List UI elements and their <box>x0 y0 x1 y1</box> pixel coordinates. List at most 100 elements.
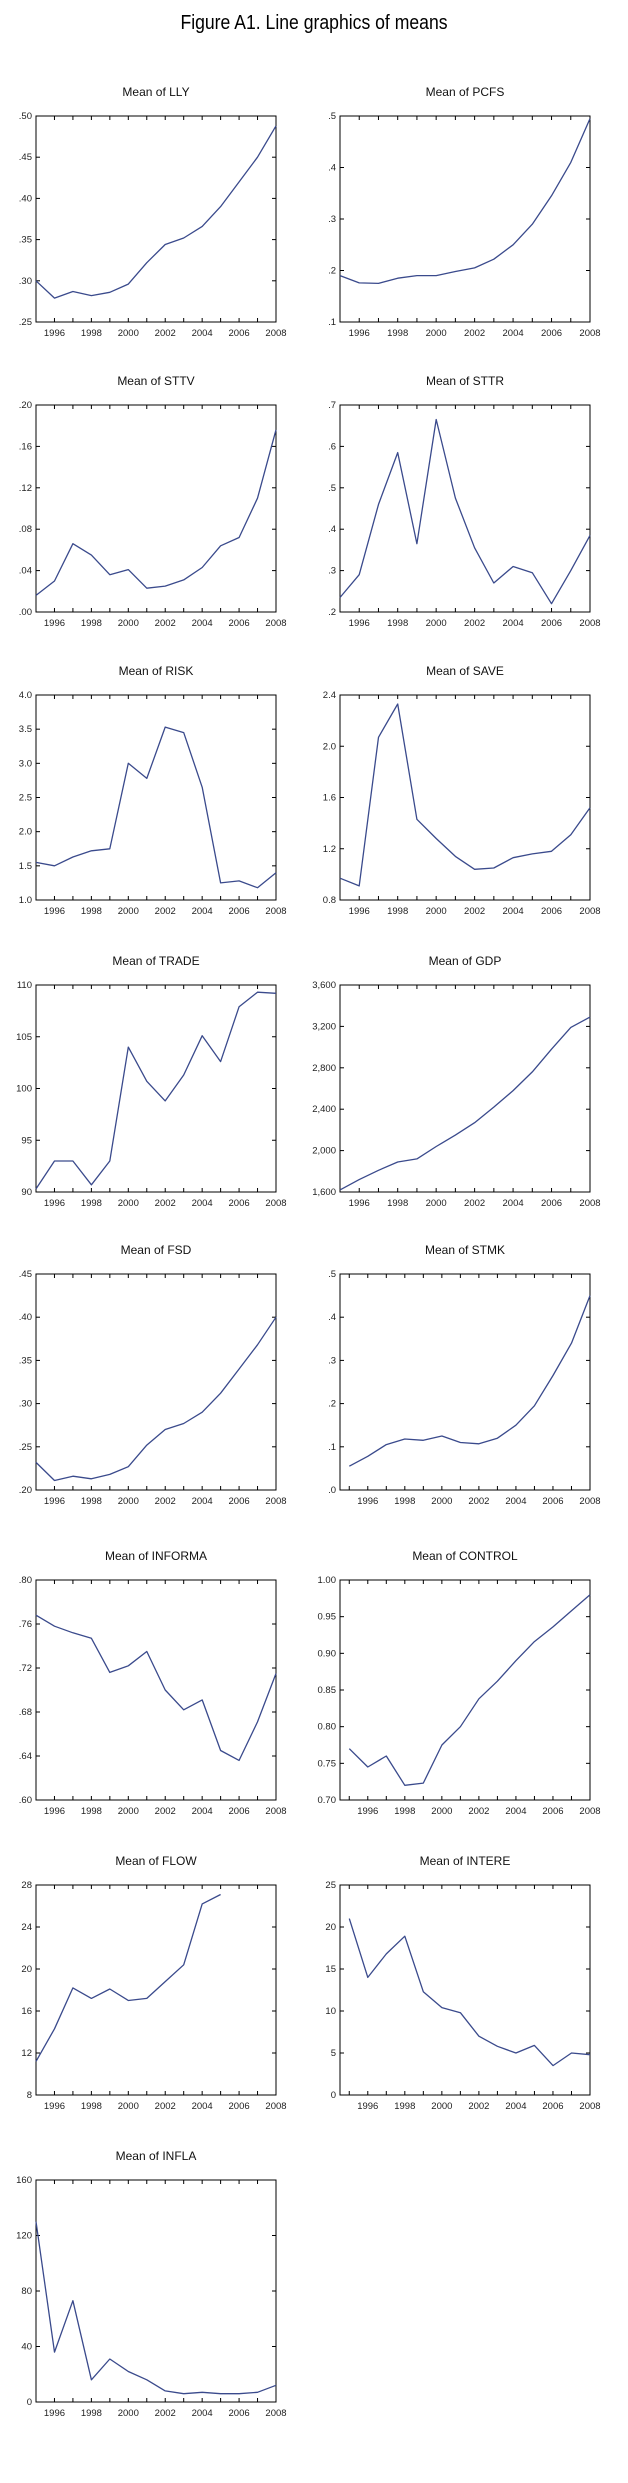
y-tick-label: 10 <box>325 2006 336 2017</box>
y-tick-label: 5 <box>331 2048 336 2059</box>
x-tick-label: 2006 <box>542 1496 563 1507</box>
x-tick-label: 2006 <box>541 328 562 339</box>
x-tick-label: 2004 <box>505 1496 526 1507</box>
chart-title: Mean of FSD <box>121 1243 192 1257</box>
x-tick-label: 1998 <box>387 618 408 629</box>
plot-frame <box>35 1884 277 2096</box>
plot-frame <box>35 694 277 901</box>
chart-risk: Mean of RISK 1.0 1.5 2.0 2.5 3.0 3.5 4.0 1996 199… <box>19 664 287 917</box>
y-tick-label: .25 <box>19 1442 32 1453</box>
y-tick-label: .7 <box>328 400 336 411</box>
series-line-fsd <box>35 1316 277 1482</box>
x-tick-label: 1998 <box>81 1806 102 1817</box>
x-tick-label: 1996 <box>357 1496 378 1507</box>
y-tick-label: 105 <box>16 1032 32 1043</box>
chart-save: Mean of SAVE 0.8 1.2 1.6 2.0 2.4 1996 1998 2000 2… <box>323 664 601 917</box>
chart-lly: Mean of LLY .25 .30 .35 .40 .45 .50 1996 1998 200… <box>19 85 287 339</box>
x-tick-label: 1998 <box>81 1496 102 1507</box>
x-tick-label: 2008 <box>579 1806 600 1817</box>
x-tick-label: 1996 <box>44 906 65 917</box>
x-tick-label: 1996 <box>44 1496 65 1507</box>
y-tick-label: .5 <box>328 111 336 122</box>
y-tick-label: 0 <box>27 2397 32 2408</box>
x-tick-label: 1996 <box>349 328 370 339</box>
y-tick-label: .30 <box>19 1399 32 1410</box>
chart-title: Mean of GDP <box>429 954 502 968</box>
plot-frame <box>35 115 277 323</box>
x-tick-label: 2002 <box>464 328 485 339</box>
y-tick-label: 0.95 <box>318 1612 337 1623</box>
plot-frame <box>339 694 591 901</box>
series-line-save <box>339 703 591 887</box>
x-tick-label: 1998 <box>81 906 102 917</box>
plot-frame <box>339 1884 591 2096</box>
y-tick-label: .04 <box>19 566 32 577</box>
x-tick-label: 2006 <box>542 1806 563 1817</box>
plot-frame <box>339 1579 591 1801</box>
x-tick-label: 2002 <box>155 2408 176 2419</box>
x-tick-label: 2006 <box>229 2408 250 2419</box>
y-tick-label: 100 <box>16 1084 32 1095</box>
x-tick-label: 2002 <box>464 618 485 629</box>
y-tick-label: 8 <box>27 2090 32 2101</box>
x-tick-label: 2002 <box>155 1496 176 1507</box>
x-tick-label: 2002 <box>464 1198 485 1209</box>
chart-title: Mean of LLY <box>122 85 189 99</box>
series-line-sttv <box>35 429 277 596</box>
x-tick-label: 2006 <box>229 2101 250 2112</box>
x-tick-label: 2008 <box>579 906 600 917</box>
chart-title: Mean of FLOW <box>115 1854 197 1868</box>
x-tick-label: 1996 <box>44 328 65 339</box>
x-tick-label: 2000 <box>426 1198 447 1209</box>
y-tick-label: .1 <box>328 1442 336 1453</box>
x-tick-label: 2002 <box>468 2101 489 2112</box>
series-line-trade <box>35 991 277 1190</box>
y-tick-label: 120 <box>16 2231 32 2242</box>
y-tick-label: 24 <box>21 1922 32 1933</box>
x-tick-label: 2008 <box>265 618 286 629</box>
x-tick-label: 2004 <box>192 1198 213 1209</box>
x-tick-label: 1998 <box>81 328 102 339</box>
plot-frame <box>35 2179 277 2403</box>
x-tick-label: 2002 <box>155 618 176 629</box>
x-tick-label: 1996 <box>349 618 370 629</box>
x-tick-label: 1998 <box>81 618 102 629</box>
y-tick-label: .5 <box>328 483 336 494</box>
y-tick-label: 2,400 <box>312 1104 336 1115</box>
series-line-risk <box>35 726 277 889</box>
chart-trade: Mean of TRADE 90 95 100 105 110 1996 1998 2000 20… <box>16 954 286 1209</box>
x-tick-label: 1996 <box>357 1806 378 1817</box>
y-tick-label: 160 <box>16 2175 32 2186</box>
series-line-pcfs <box>339 118 591 285</box>
y-tick-label: 0.8 <box>323 895 336 906</box>
plot-frame <box>35 1273 277 1491</box>
y-tick-label: .1 <box>328 317 336 328</box>
y-tick-label: .3 <box>328 1355 336 1366</box>
x-tick-label: 1996 <box>349 906 370 917</box>
series-line-control <box>348 1594 591 1786</box>
y-tick-label: .3 <box>328 566 336 577</box>
y-tick-label: 3,600 <box>312 980 336 991</box>
series-line-stmk <box>348 1295 591 1467</box>
x-tick-label: 1998 <box>81 2408 102 2419</box>
x-tick-label: 2002 <box>155 1806 176 1817</box>
x-tick-label: 2002 <box>468 1496 489 1507</box>
x-tick-label: 2006 <box>541 1198 562 1209</box>
chart-title: Mean of INFLA <box>116 2149 197 2163</box>
series-line-infla <box>35 2221 277 2395</box>
x-tick-label: 2000 <box>431 2101 452 2112</box>
plot-frame <box>339 404 591 613</box>
y-tick-label: .35 <box>19 235 32 246</box>
chart-title: Mean of INFORMA <box>105 1549 207 1563</box>
chart-control: Mean of CONTROL 0.70 0.75 0.80 0.85 0.90 0.95 1… <box>318 1549 601 1817</box>
x-tick-label: 2006 <box>229 328 250 339</box>
plot-frame <box>35 1579 277 1801</box>
chart-title: Mean of RISK <box>119 664 194 678</box>
y-tick-label: .2 <box>328 1399 336 1410</box>
chart-title: Mean of PCFS <box>426 85 505 99</box>
chart-gdp: Mean of GDP 1,600 2,000 2,400 2,800 3,200 3,60… <box>312 954 600 1209</box>
chart-informa: Mean of INFORMA .60 .64 .68 .72 .76 .80 1996 199… <box>19 1549 287 1817</box>
chart-title: Mean of TRADE <box>112 954 199 968</box>
y-tick-label: 25 <box>325 1880 336 1891</box>
